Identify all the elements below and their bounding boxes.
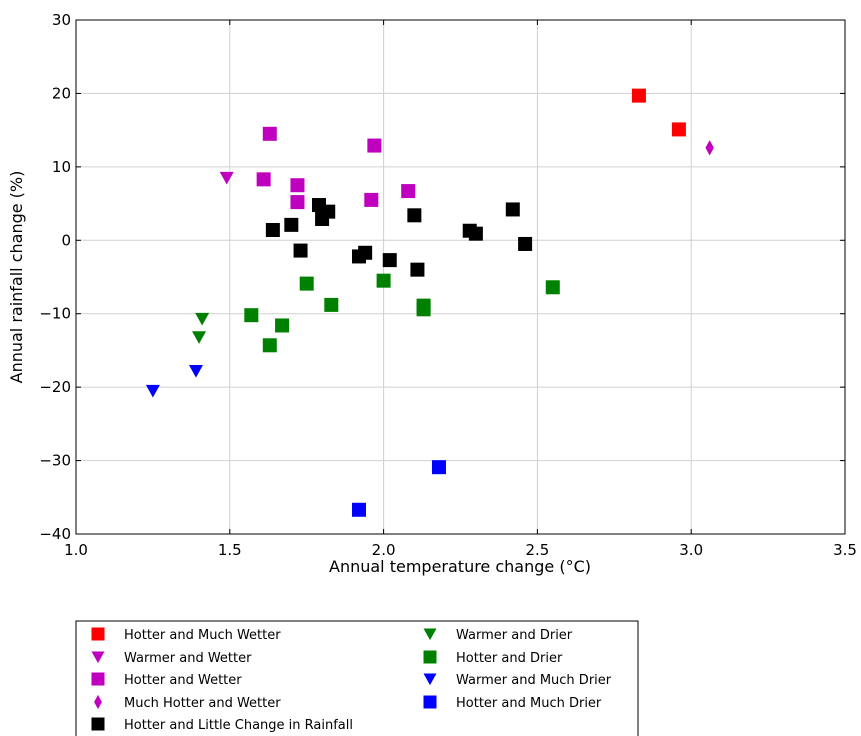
legend-label: Hotter and Little Change in Rainfall bbox=[124, 718, 353, 733]
y-tick-label: −20 bbox=[39, 378, 71, 396]
y-tick-label: 10 bbox=[52, 158, 71, 176]
data-point bbox=[351, 502, 366, 517]
data-point bbox=[244, 308, 259, 323]
y-tick-label: 30 bbox=[52, 11, 71, 29]
x-tick-label: 2.5 bbox=[525, 541, 549, 559]
data-point bbox=[293, 243, 308, 258]
data-point bbox=[265, 223, 280, 238]
data-point bbox=[262, 338, 277, 353]
legend-label: Hotter and Wetter bbox=[124, 673, 242, 688]
grid-lines bbox=[75, 19, 846, 535]
y-tick-label: 0 bbox=[61, 231, 71, 249]
data-point bbox=[262, 126, 277, 141]
legend-box bbox=[75, 620, 639, 736]
legend-label: Warmer and Much Drier bbox=[456, 673, 612, 688]
y-axis-label: Annual rainfall change (%) bbox=[7, 171, 26, 384]
data-point bbox=[188, 365, 203, 378]
data-point bbox=[518, 236, 533, 251]
data-point bbox=[367, 138, 382, 153]
legend-marker bbox=[91, 717, 105, 731]
legend-label: Much Hotter and Wetter bbox=[124, 696, 281, 711]
x-axis-label: Annual temperature change (°C) bbox=[329, 557, 591, 576]
data-point bbox=[145, 384, 160, 398]
data-point bbox=[364, 192, 379, 207]
x-tick-label: 1.5 bbox=[218, 541, 242, 559]
data-point bbox=[256, 172, 271, 187]
legend: Hotter and Much Wetter Warmer and Wetter H… bbox=[91, 627, 612, 733]
data-point bbox=[275, 318, 290, 333]
data-point bbox=[505, 202, 520, 217]
legend-label: Warmer and Wetter bbox=[124, 651, 252, 666]
data-point bbox=[290, 195, 305, 210]
data-point bbox=[290, 178, 305, 193]
x-tick-label: 2.0 bbox=[372, 541, 396, 559]
legend-marker bbox=[423, 673, 437, 686]
legend-label: Hotter and Much Drier bbox=[456, 696, 602, 711]
data-point bbox=[299, 276, 314, 291]
data-point bbox=[219, 171, 234, 185]
axis-ticks: 1.0 1.5 2.0 2.5 3.0 3.5 30 20 10 0 −10 −20 −30 −40 bbox=[39, 11, 857, 559]
data-points bbox=[145, 88, 714, 517]
data-point bbox=[671, 122, 686, 137]
data-point bbox=[545, 280, 560, 295]
x-tick-label: 3.0 bbox=[679, 541, 703, 559]
data-point bbox=[410, 262, 425, 277]
legend-label: Hotter and Drier bbox=[456, 651, 563, 666]
legend-marker bbox=[94, 694, 102, 710]
data-point bbox=[401, 184, 416, 199]
y-tick-label: 20 bbox=[52, 84, 71, 102]
data-point bbox=[324, 297, 339, 312]
plot-area-frame bbox=[75, 19, 846, 535]
data-point bbox=[431, 460, 446, 475]
data-point bbox=[284, 217, 299, 232]
data-point bbox=[321, 204, 336, 219]
legend-marker bbox=[423, 628, 437, 641]
legend-label: Hotter and Much Wetter bbox=[124, 628, 281, 643]
data-point bbox=[416, 302, 431, 317]
data-point bbox=[705, 140, 714, 156]
legend-marker bbox=[91, 651, 105, 664]
y-tick-label: −30 bbox=[39, 452, 71, 470]
data-point bbox=[468, 226, 483, 241]
legend-marker bbox=[423, 650, 437, 664]
x-tick-label: 3.5 bbox=[833, 541, 857, 559]
legend-marker bbox=[423, 695, 437, 709]
y-tick-label: −10 bbox=[39, 305, 71, 323]
legend-marker bbox=[91, 672, 105, 686]
data-point bbox=[358, 245, 373, 260]
data-point bbox=[195, 312, 210, 326]
data-point bbox=[382, 253, 397, 268]
data-point bbox=[192, 331, 207, 344]
legend-marker bbox=[91, 627, 105, 641]
data-point bbox=[407, 208, 422, 223]
x-tick-label: 1.0 bbox=[64, 541, 88, 559]
y-tick-label: −40 bbox=[39, 525, 71, 543]
data-point bbox=[376, 273, 391, 288]
data-point bbox=[631, 88, 646, 103]
legend-label: Warmer and Drier bbox=[456, 628, 573, 643]
